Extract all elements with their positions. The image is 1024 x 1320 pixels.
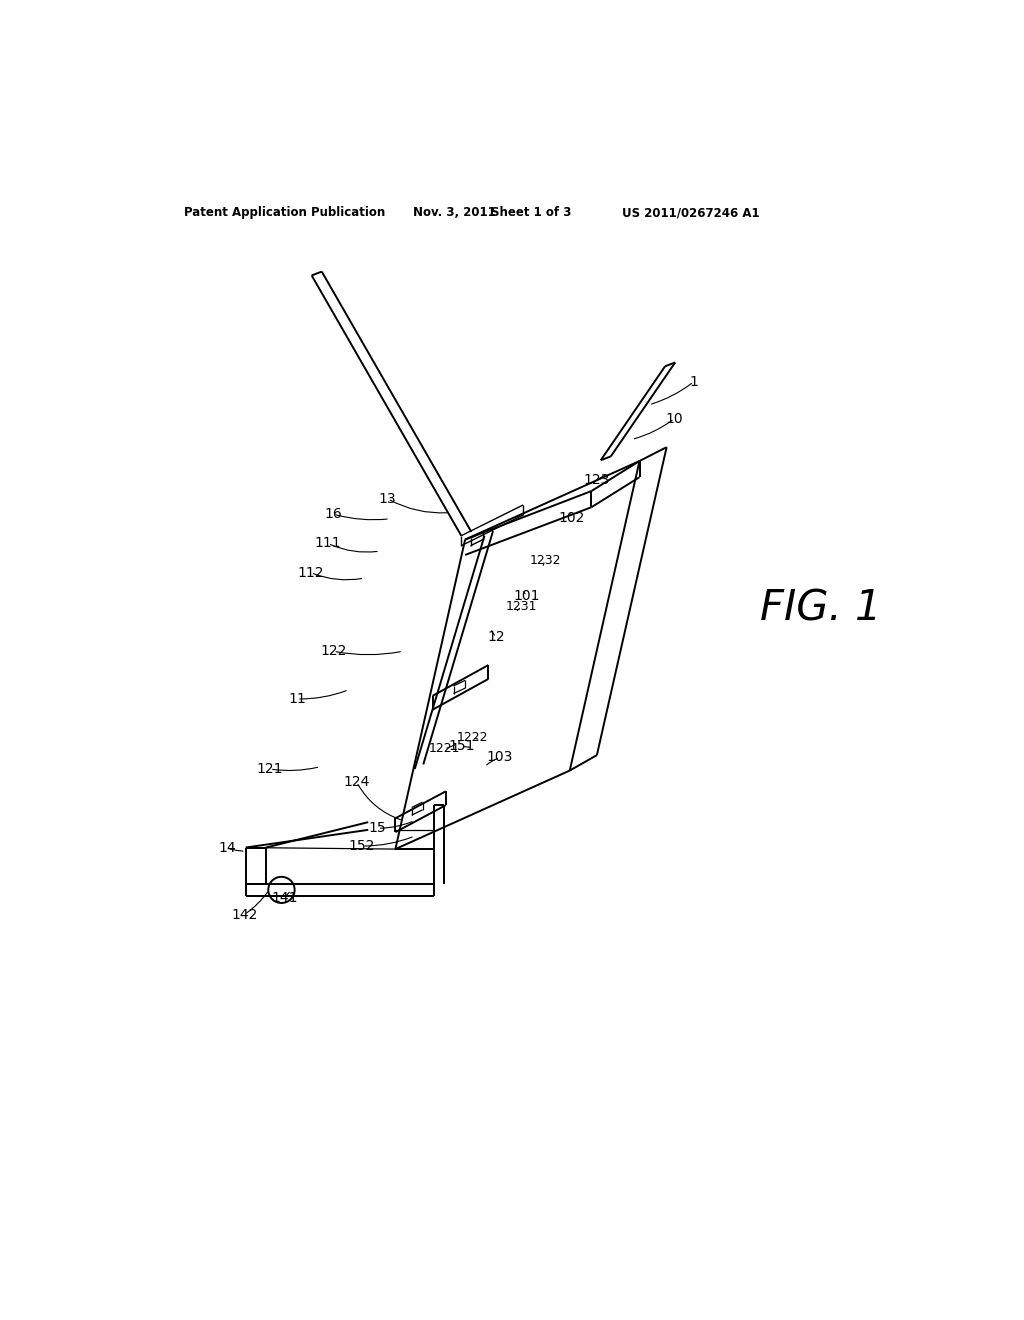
Text: 15: 15 xyxy=(369,821,386,836)
Text: Sheet 1 of 3: Sheet 1 of 3 xyxy=(490,206,571,219)
Text: 111: 111 xyxy=(314,536,341,550)
Text: 13: 13 xyxy=(379,492,396,506)
Text: 112: 112 xyxy=(298,566,325,579)
Text: 101: 101 xyxy=(514,589,541,603)
Text: 103: 103 xyxy=(486,751,513,764)
Text: 142: 142 xyxy=(231,908,257,921)
Text: 102: 102 xyxy=(558,511,585,525)
Text: 11: 11 xyxy=(288,692,306,706)
Text: Patent Application Publication: Patent Application Publication xyxy=(183,206,385,219)
Text: 124: 124 xyxy=(343,775,370,789)
Text: 1221: 1221 xyxy=(428,742,460,755)
Text: 1231: 1231 xyxy=(506,601,538,612)
Text: FIG. 1: FIG. 1 xyxy=(760,587,881,630)
Text: US 2011/0267246 A1: US 2011/0267246 A1 xyxy=(623,206,760,219)
Text: 152: 152 xyxy=(349,840,375,853)
Text: 14: 14 xyxy=(218,841,236,855)
Text: 12: 12 xyxy=(487,631,505,644)
Text: 151: 151 xyxy=(449,739,474,752)
Text: 10: 10 xyxy=(666,412,683,425)
Text: 121: 121 xyxy=(257,762,283,776)
Text: 1: 1 xyxy=(689,375,698,388)
Text: 141: 141 xyxy=(271,891,298,904)
Text: 123: 123 xyxy=(584,474,610,487)
Text: Nov. 3, 2011: Nov. 3, 2011 xyxy=(414,206,496,219)
Text: 122: 122 xyxy=(321,644,346,659)
Text: 1222: 1222 xyxy=(457,731,488,744)
Text: 1232: 1232 xyxy=(529,554,561,566)
Text: 16: 16 xyxy=(325,507,342,521)
